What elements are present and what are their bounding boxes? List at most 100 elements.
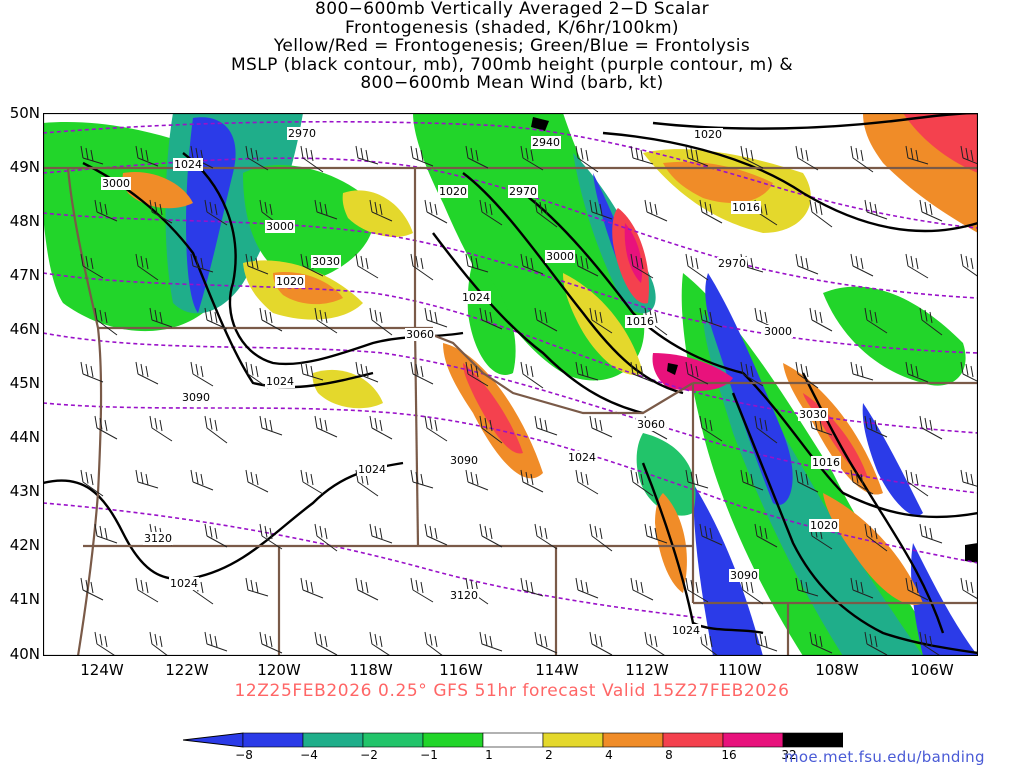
wind-barb	[300, 253, 324, 277]
lat-label: 42N	[9, 536, 40, 554]
wind-barb	[575, 361, 599, 381]
wind-barb	[80, 361, 104, 383]
wind-barb	[314, 523, 338, 552]
frontolysis-area	[823, 286, 966, 386]
colorbar-cell	[602, 732, 664, 748]
title-line-2: Frontogenesis (shaded, K/6hr/100km)	[345, 17, 679, 38]
svg-text:3000: 3000	[266, 220, 294, 233]
colorbar-label: −4	[300, 748, 318, 762]
wind-barb	[80, 577, 104, 601]
height-label: 3000	[101, 177, 131, 190]
wind-barb	[754, 415, 778, 444]
forecast-valid-time: 12Z25FEB2026 0.25° GFS 51hr forecast Val…	[234, 681, 790, 701]
svg-text:1024: 1024	[266, 375, 294, 388]
wind-barb	[520, 361, 544, 389]
svg-text:1024: 1024	[462, 291, 490, 304]
wind-barb	[630, 577, 654, 601]
mslp-label: 1024	[357, 463, 387, 476]
wind-barb	[795, 577, 819, 597]
wind-barb	[905, 469, 929, 497]
lat-label: 40N	[9, 645, 40, 663]
mslp-label: 1016	[731, 201, 761, 214]
wind-barb	[479, 523, 503, 548]
map-frame	[43, 113, 978, 656]
wind-barb	[424, 307, 448, 328]
wind-barb	[190, 361, 214, 387]
wind-barb	[94, 631, 117, 656]
lat-label: 43N	[9, 482, 40, 500]
mslp-label: 1020	[275, 275, 305, 288]
colorbar-cell	[302, 732, 364, 748]
wind-barb	[259, 523, 283, 550]
height-label: 3000	[265, 220, 295, 233]
lat-label: 49N	[9, 158, 40, 176]
wind-barb	[850, 577, 874, 599]
wind-barb	[850, 145, 874, 173]
mslp-contour-low-trough	[731, 392, 978, 655]
mslp-contour-1024-south	[43, 461, 404, 581]
wind-barb	[369, 307, 393, 336]
wind-barb	[465, 253, 489, 273]
lon-label: 108W	[815, 661, 859, 679]
colorbar-label: 2	[545, 748, 553, 762]
wind-barb	[699, 199, 723, 224]
svg-text:1020: 1020	[276, 275, 304, 288]
map-panel: 1024 1020 1020 1016 1016 1020 1024 1024 …	[43, 113, 978, 656]
wind-barb	[149, 307, 173, 328]
height-label: 3090	[729, 569, 759, 582]
frontolysis-area	[862, 403, 923, 516]
mslp-label: 1024	[671, 624, 701, 637]
colorbar-label: 32	[781, 748, 797, 762]
mslp-contour-1020-west	[182, 152, 464, 366]
wind-barb	[259, 415, 283, 436]
wind-barb	[534, 307, 558, 332]
height-contours	[43, 120, 978, 619]
wind-barb	[809, 415, 833, 436]
or-id-border	[413, 327, 420, 547]
wind-barb	[960, 253, 978, 278]
wind-barb	[190, 469, 214, 491]
lon-label: 120W	[257, 661, 301, 679]
height-contour-3060	[43, 332, 978, 494]
frontogenesis-area	[903, 113, 978, 173]
wind-barb	[479, 631, 503, 652]
colorbar	[183, 732, 843, 748]
wind-barb	[630, 253, 654, 279]
lat-label: 45N	[9, 374, 40, 392]
height-label: 3030	[798, 408, 828, 421]
wind-barb	[795, 469, 819, 493]
wind-barb	[589, 523, 613, 552]
wind-barb	[355, 577, 379, 601]
wind-barb	[960, 577, 978, 600]
wind-barb	[809, 199, 833, 228]
colorbar-cell	[722, 732, 784, 748]
height-label: 2940	[531, 136, 561, 149]
colorbar-label: −8	[235, 748, 253, 762]
wind-barb	[685, 469, 709, 489]
height-label: 3060	[405, 328, 435, 341]
wind-barb	[905, 361, 929, 383]
wind-barb	[204, 307, 228, 330]
wind-barb	[520, 145, 544, 171]
svg-text:1024: 1024	[358, 463, 386, 476]
wind-barb	[919, 523, 943, 544]
wind-barb	[740, 361, 764, 387]
wind-barb	[575, 253, 599, 277]
wind-barb	[259, 631, 283, 654]
wind-barb	[479, 307, 503, 330]
wind-barb	[300, 145, 324, 173]
svg-text:3090: 3090	[730, 569, 758, 582]
frontogenesis-area	[823, 493, 923, 605]
lon-label: 106W	[910, 661, 954, 679]
wind-barb	[850, 253, 874, 277]
wind-barb	[864, 415, 888, 438]
height-label: 3120	[449, 589, 479, 602]
colorbar-label: −1	[420, 748, 438, 762]
svg-text:2970: 2970	[718, 257, 746, 270]
lat-label: 47N	[9, 266, 40, 284]
svg-text:3060: 3060	[406, 328, 434, 341]
wind-barb	[80, 253, 104, 279]
svg-text:1024: 1024	[568, 451, 596, 464]
wind-barb	[685, 253, 709, 281]
frontolysis-area	[693, 483, 763, 656]
